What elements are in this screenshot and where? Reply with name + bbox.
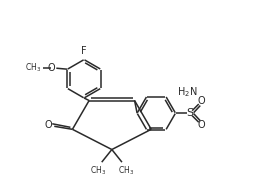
Text: CH$_3$: CH$_3$ xyxy=(118,165,134,177)
Text: CH$_3$: CH$_3$ xyxy=(25,62,41,74)
Text: O: O xyxy=(45,120,53,130)
Text: S: S xyxy=(186,108,193,118)
Text: H$_2$N: H$_2$N xyxy=(177,85,197,99)
Text: O: O xyxy=(198,120,205,130)
Text: O: O xyxy=(198,96,205,106)
Text: CH$_3$: CH$_3$ xyxy=(90,165,106,177)
Text: O: O xyxy=(48,63,55,73)
Text: F: F xyxy=(81,46,87,56)
